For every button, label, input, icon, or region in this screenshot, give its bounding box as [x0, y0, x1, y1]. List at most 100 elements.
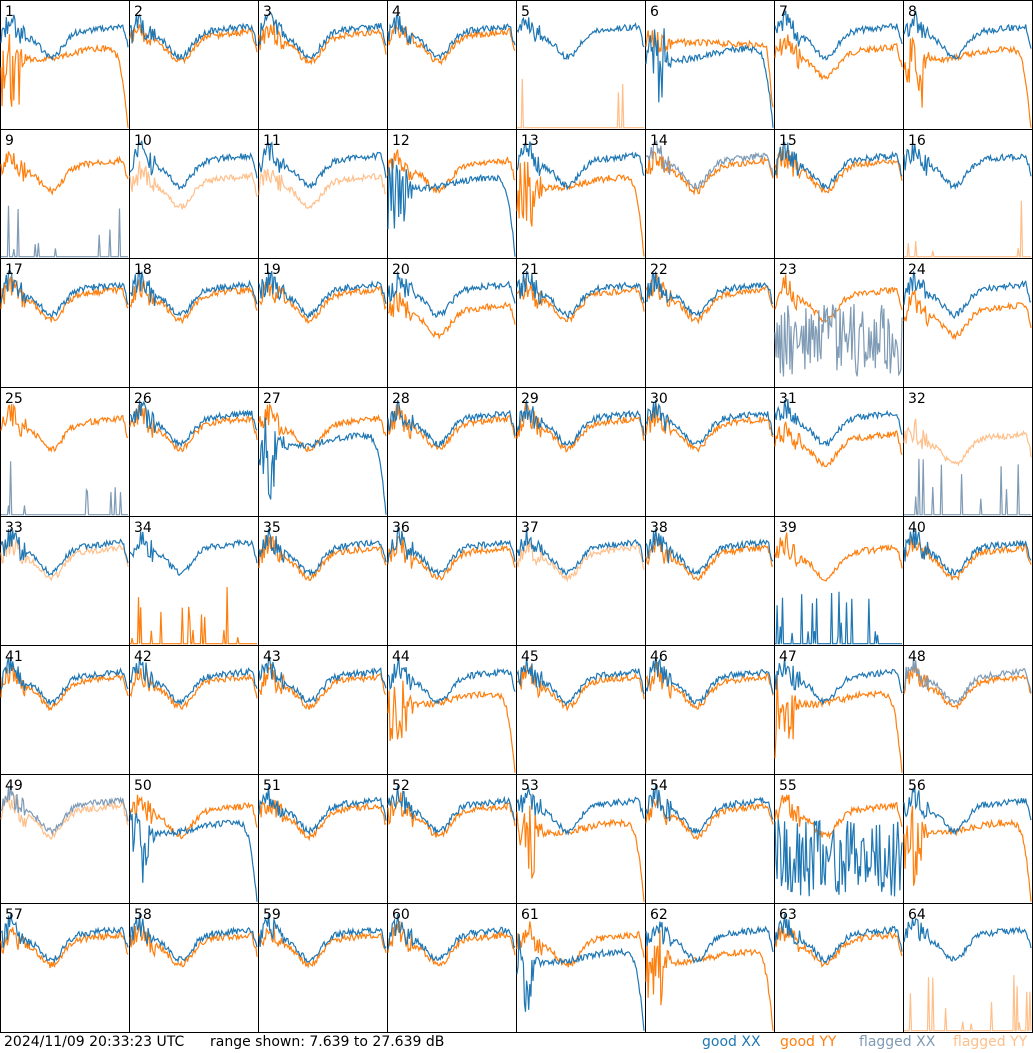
xx-series-line: [129, 914, 258, 963]
panel-frame: [0, 258, 130, 388]
antenna-label: 25: [5, 391, 23, 407]
antenna-label: 32: [908, 391, 926, 407]
antenna-panel: 47: [774, 645, 904, 775]
antenna-panel: 9: [0, 129, 130, 259]
antenna-label: 43: [263, 649, 281, 665]
xx-series-line: [903, 271, 1032, 320]
xx-series-line: [387, 785, 516, 835]
xx-series-line: [1, 461, 128, 516]
yy-series-line: [0, 276, 129, 324]
yy-series-line: [645, 405, 774, 453]
xx-series-line: [129, 13, 258, 61]
panel-frame: [387, 0, 517, 130]
yy-series-line: [904, 975, 1032, 1032]
xx-series-line: [774, 303, 903, 377]
panel-frame: [387, 645, 517, 775]
antenna-label: 14: [650, 133, 668, 149]
antenna-panel: 10: [129, 129, 259, 259]
yy-series-line: [0, 663, 129, 712]
antenna-label: 60: [392, 907, 410, 923]
xx-series-line: [903, 656, 1032, 705]
antenna-label: 56: [908, 778, 926, 794]
antenna-label: 38: [650, 520, 668, 536]
xx-series-line: [387, 158, 516, 257]
xx-series-line: [903, 785, 1032, 836]
panel-frame: [645, 903, 775, 1033]
yy-series-line: [129, 794, 258, 840]
antenna-label: 64: [908, 907, 926, 923]
yy-series-line: [774, 34, 903, 81]
antenna-label: 45: [521, 649, 539, 665]
antenna-label: 33: [5, 520, 23, 536]
panel-frame: [258, 774, 388, 904]
yy-series-line: [516, 278, 645, 323]
panel-frame: [516, 903, 646, 1033]
xx-series-line: [904, 458, 1031, 516]
antenna-panel: 21: [516, 258, 646, 388]
xx-series-line: [775, 591, 902, 645]
antenna-panel: 46: [645, 645, 775, 775]
antenna-label: 30: [650, 391, 668, 407]
antenna-panel: 49: [0, 774, 130, 904]
yy-series-line: [645, 929, 774, 1031]
panel-frame: [387, 387, 517, 517]
antenna-label: 7: [779, 4, 788, 20]
panel-frame: [645, 129, 775, 259]
antenna-label: 54: [650, 778, 668, 794]
xx-series-line: [387, 914, 516, 962]
yy-series-line: [387, 149, 516, 194]
antenna-panel: 40: [903, 516, 1033, 646]
antenna-label: 9: [5, 133, 14, 149]
xx-series-line: [516, 528, 645, 576]
panel-frame: [903, 645, 1033, 775]
antenna-label: 28: [392, 391, 410, 407]
xx-series-line: [774, 10, 903, 61]
yy-series-line: [516, 537, 645, 583]
antenna-panel: 44: [387, 645, 517, 775]
antenna-panel: 22: [645, 258, 775, 388]
xx-series-line: [0, 914, 129, 964]
antenna-panel: 60: [387, 903, 517, 1033]
yy-series-line: [904, 200, 1031, 258]
xx-series-line: [645, 271, 774, 318]
panel-frame: [516, 774, 646, 904]
xx-series-line: [0, 657, 129, 707]
xx-series-line: [258, 655, 387, 704]
yy-series-line: [258, 20, 387, 66]
panel-frame: [516, 516, 646, 646]
panel-frame: [0, 516, 130, 646]
xx-series-line: [258, 417, 387, 515]
panel-frame: [516, 387, 646, 517]
yy-series-line: [258, 403, 387, 453]
legend-good-xx: good XX: [702, 1034, 761, 1050]
xx-series-line: [387, 399, 516, 448]
xx-series-line: [645, 921, 774, 964]
xx-series-line: [129, 810, 258, 902]
antenna-label: 24: [908, 262, 926, 278]
antenna-panel: 36: [387, 516, 517, 646]
panel-frame: [0, 903, 130, 1033]
yy-series-line: [645, 273, 774, 325]
panel-frame: [258, 0, 388, 130]
yy-series-line: [903, 418, 1032, 467]
antenna-label: 13: [521, 133, 539, 149]
xx-series-line: [903, 9, 1032, 60]
xx-series-line: [387, 525, 516, 577]
antenna-label: 29: [521, 391, 539, 407]
antenna-label: 48: [908, 649, 926, 665]
panel-frame: [129, 258, 259, 388]
antenna-panel: 23: [774, 258, 904, 388]
yy-series-line: [645, 30, 774, 108]
antenna-panel: 6: [645, 0, 775, 130]
xx-series-line: [129, 267, 258, 317]
yy-series-line: [387, 680, 516, 773]
antenna-panel: 61: [516, 903, 646, 1033]
antenna-panel: 8: [903, 0, 1033, 130]
antenna-panel: 14: [645, 129, 775, 259]
xx-series-line: [129, 140, 258, 191]
yy-series-line: [258, 168, 387, 210]
yy-series-line: [387, 920, 516, 967]
xx-series-line: [516, 16, 645, 60]
antenna-label: 21: [521, 262, 539, 278]
